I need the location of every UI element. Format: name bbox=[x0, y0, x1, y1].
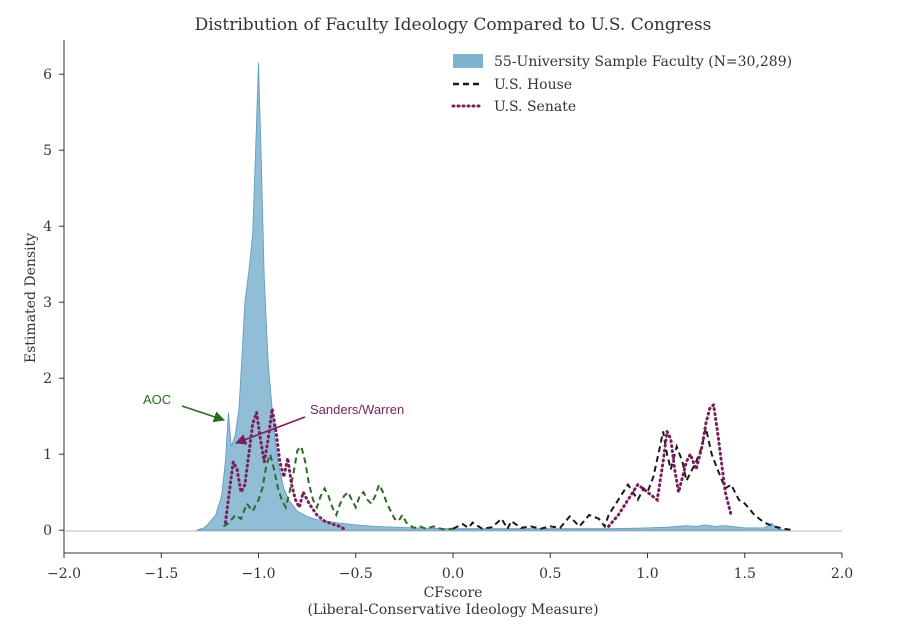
y-tick-label: 5 bbox=[43, 143, 52, 159]
chart-title: Distribution of Faculty Ideology Compare… bbox=[195, 15, 712, 35]
y-ticks: 0 1 2 3 4 5 6 bbox=[43, 67, 64, 539]
x-tick-label: 1.0 bbox=[636, 566, 658, 582]
x-tick-label: 0.5 bbox=[539, 566, 561, 582]
y-tick-label: 1 bbox=[43, 447, 52, 463]
annotation-aoc-arrow bbox=[181, 405, 226, 423]
series-faculty-area bbox=[196, 62, 788, 531]
x-tick-label: 2.0 bbox=[831, 566, 853, 582]
y-tick-label: 3 bbox=[43, 295, 52, 311]
x-tick-label: −1.5 bbox=[144, 566, 178, 582]
y-tick-label: 6 bbox=[43, 67, 52, 83]
legend-label-house: U.S. House bbox=[494, 77, 572, 93]
x-ticks: −2.0 −1.5 −1.0 −0.5 0.0 0.5 1.0 1.5 2.0 bbox=[47, 553, 853, 582]
x-tick-label: −0.5 bbox=[339, 566, 373, 582]
y-tick-label: 2 bbox=[43, 371, 52, 387]
plot-area bbox=[196, 62, 794, 532]
series-house-line bbox=[452, 427, 794, 532]
y-tick-label: 0 bbox=[43, 523, 52, 539]
legend-label-faculty: 55-University Sample Faculty (N=30,289) bbox=[494, 54, 792, 70]
x-tick-label: 1.5 bbox=[734, 566, 756, 582]
annotation-aoc: AOC bbox=[143, 392, 171, 407]
legend-swatch-faculty bbox=[453, 54, 483, 68]
x-axis-sublabel: (Liberal-Conservative Ideology Measure) bbox=[307, 602, 598, 618]
annotation-sanders-warren-arrow bbox=[234, 416, 306, 445]
annotation-sanders-warren: Sanders/Warren bbox=[310, 402, 404, 417]
y-tick-label: 4 bbox=[43, 219, 52, 235]
series-senate-line bbox=[223, 401, 733, 532]
x-tick-label: −1.0 bbox=[242, 566, 276, 582]
series-house-left-line bbox=[222, 444, 454, 531]
legend: 55-University Sample Faculty (N=30,289) … bbox=[451, 54, 792, 115]
x-axis-label: CFscore bbox=[424, 585, 483, 601]
x-tick-label: 0.0 bbox=[442, 566, 464, 582]
y-axis-label: Estimated Density bbox=[23, 233, 39, 363]
legend-label-senate: U.S. Senate bbox=[494, 99, 576, 115]
x-tick-label: −2.0 bbox=[47, 566, 81, 582]
